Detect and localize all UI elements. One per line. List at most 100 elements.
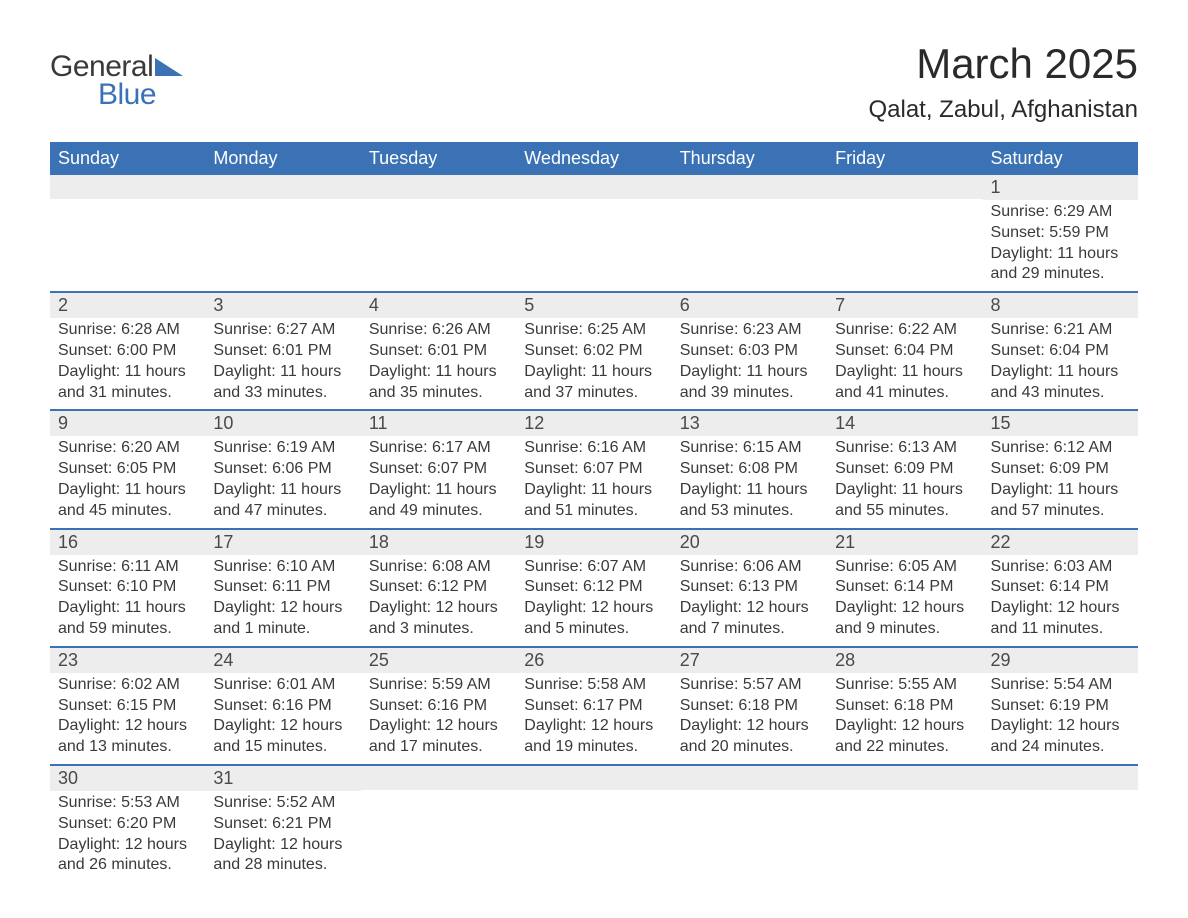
day-number: 20: [672, 530, 827, 555]
daylight-line: Daylight: 12 hours and 22 minutes.: [835, 716, 974, 758]
calendar-day-cell: 7Sunrise: 6:22 AMSunset: 6:04 PMDaylight…: [827, 293, 982, 409]
calendar-day-cell: 29Sunrise: 5:54 AMSunset: 6:19 PMDayligh…: [983, 648, 1138, 764]
daylight-line: Daylight: 11 hours and 31 minutes.: [58, 362, 197, 404]
sunrise-line: Sunrise: 6:07 AM: [524, 557, 663, 578]
day-number: 14: [827, 411, 982, 436]
calendar-day-cell: [205, 175, 360, 291]
day-content: [50, 199, 205, 279]
calendar-header-cell: Friday: [827, 142, 982, 175]
daylight-line: Daylight: 12 hours and 20 minutes.: [680, 716, 819, 758]
calendar: SundayMondayTuesdayWednesdayThursdayFrid…: [50, 142, 1138, 882]
day-content: [516, 199, 671, 279]
sunrise-line: Sunrise: 6:12 AM: [991, 438, 1130, 459]
calendar-day-cell: 12Sunrise: 6:16 AMSunset: 6:07 PMDayligh…: [516, 411, 671, 527]
calendar-day-cell: [827, 175, 982, 291]
day-number: [516, 175, 671, 199]
day-content: Sunrise: 6:08 AMSunset: 6:12 PMDaylight:…: [361, 555, 516, 646]
sunrise-line: Sunrise: 6:10 AM: [213, 557, 352, 578]
sunset-line: Sunset: 6:07 PM: [524, 459, 663, 480]
day-content: Sunrise: 5:52 AMSunset: 6:21 PMDaylight:…: [205, 791, 360, 882]
calendar-day-cell: 27Sunrise: 5:57 AMSunset: 6:18 PMDayligh…: [672, 648, 827, 764]
day-number: 12: [516, 411, 671, 436]
day-number: 31: [205, 766, 360, 791]
sunrise-line: Sunrise: 6:27 AM: [213, 320, 352, 341]
calendar-day-cell: 10Sunrise: 6:19 AMSunset: 6:06 PMDayligh…: [205, 411, 360, 527]
title-block: March 2025 Qalat, Zabul, Afghanistan: [868, 40, 1138, 124]
calendar-day-cell: 20Sunrise: 6:06 AMSunset: 6:13 PMDayligh…: [672, 530, 827, 646]
calendar-day-cell: 8Sunrise: 6:21 AMSunset: 6:04 PMDaylight…: [983, 293, 1138, 409]
day-content: [361, 790, 516, 870]
day-content: [672, 199, 827, 279]
sunset-line: Sunset: 6:16 PM: [369, 696, 508, 717]
sunset-line: Sunset: 6:03 PM: [680, 341, 819, 362]
calendar-day-cell: 25Sunrise: 5:59 AMSunset: 6:16 PMDayligh…: [361, 648, 516, 764]
day-number: [672, 175, 827, 199]
day-number: 1: [983, 175, 1138, 200]
day-content: Sunrise: 5:58 AMSunset: 6:17 PMDaylight:…: [516, 673, 671, 764]
calendar-week-row: 9Sunrise: 6:20 AMSunset: 6:05 PMDaylight…: [50, 409, 1138, 527]
sunset-line: Sunset: 6:00 PM: [58, 341, 197, 362]
sunset-line: Sunset: 6:19 PM: [991, 696, 1130, 717]
sunset-line: Sunset: 6:13 PM: [680, 577, 819, 598]
calendar-day-cell: 16Sunrise: 6:11 AMSunset: 6:10 PMDayligh…: [50, 530, 205, 646]
daylight-line: Daylight: 12 hours and 3 minutes.: [369, 598, 508, 640]
day-number: [827, 175, 982, 199]
daylight-line: Daylight: 12 hours and 5 minutes.: [524, 598, 663, 640]
day-content: Sunrise: 6:29 AMSunset: 5:59 PMDaylight:…: [983, 200, 1138, 291]
day-number: 5: [516, 293, 671, 318]
day-content: Sunrise: 6:16 AMSunset: 6:07 PMDaylight:…: [516, 436, 671, 527]
sunrise-line: Sunrise: 6:28 AM: [58, 320, 197, 341]
day-content: Sunrise: 6:12 AMSunset: 6:09 PMDaylight:…: [983, 436, 1138, 527]
sunrise-line: Sunrise: 5:59 AM: [369, 675, 508, 696]
day-number: 9: [50, 411, 205, 436]
day-content: Sunrise: 5:55 AMSunset: 6:18 PMDaylight:…: [827, 673, 982, 764]
sunrise-line: Sunrise: 6:02 AM: [58, 675, 197, 696]
sunset-line: Sunset: 6:10 PM: [58, 577, 197, 598]
day-number: 26: [516, 648, 671, 673]
daylight-line: Daylight: 12 hours and 28 minutes.: [213, 835, 352, 877]
calendar-day-cell: 23Sunrise: 6:02 AMSunset: 6:15 PMDayligh…: [50, 648, 205, 764]
day-number: 17: [205, 530, 360, 555]
sunrise-line: Sunrise: 5:58 AM: [524, 675, 663, 696]
calendar-day-cell: 26Sunrise: 5:58 AMSunset: 6:17 PMDayligh…: [516, 648, 671, 764]
daylight-line: Daylight: 12 hours and 1 minute.: [213, 598, 352, 640]
day-content: Sunrise: 6:17 AMSunset: 6:07 PMDaylight:…: [361, 436, 516, 527]
sunrise-line: Sunrise: 5:53 AM: [58, 793, 197, 814]
day-content: Sunrise: 6:21 AMSunset: 6:04 PMDaylight:…: [983, 318, 1138, 409]
calendar-day-cell: 24Sunrise: 6:01 AMSunset: 6:16 PMDayligh…: [205, 648, 360, 764]
day-number: 28: [827, 648, 982, 673]
daylight-line: Daylight: 11 hours and 29 minutes.: [991, 244, 1130, 286]
day-number: 4: [361, 293, 516, 318]
day-content: Sunrise: 6:11 AMSunset: 6:10 PMDaylight:…: [50, 555, 205, 646]
sunset-line: Sunset: 6:09 PM: [991, 459, 1130, 480]
month-title: March 2025: [868, 40, 1138, 88]
sunset-line: Sunset: 6:01 PM: [213, 341, 352, 362]
sunset-line: Sunset: 6:20 PM: [58, 814, 197, 835]
sunrise-line: Sunrise: 5:55 AM: [835, 675, 974, 696]
sunset-line: Sunset: 6:01 PM: [369, 341, 508, 362]
calendar-day-cell: 6Sunrise: 6:23 AMSunset: 6:03 PMDaylight…: [672, 293, 827, 409]
calendar-day-cell: 1Sunrise: 6:29 AMSunset: 5:59 PMDaylight…: [983, 175, 1138, 291]
calendar-day-cell: 5Sunrise: 6:25 AMSunset: 6:02 PMDaylight…: [516, 293, 671, 409]
sunset-line: Sunset: 6:15 PM: [58, 696, 197, 717]
day-content: Sunrise: 6:20 AMSunset: 6:05 PMDaylight:…: [50, 436, 205, 527]
day-content: Sunrise: 6:13 AMSunset: 6:09 PMDaylight:…: [827, 436, 982, 527]
day-number: 29: [983, 648, 1138, 673]
sunrise-line: Sunrise: 6:26 AM: [369, 320, 508, 341]
day-number: [672, 766, 827, 790]
sunset-line: Sunset: 6:14 PM: [991, 577, 1130, 598]
day-number: 22: [983, 530, 1138, 555]
sunrise-line: Sunrise: 6:05 AM: [835, 557, 974, 578]
day-content: Sunrise: 6:05 AMSunset: 6:14 PMDaylight:…: [827, 555, 982, 646]
daylight-line: Daylight: 11 hours and 41 minutes.: [835, 362, 974, 404]
daylight-line: Daylight: 11 hours and 55 minutes.: [835, 480, 974, 522]
calendar-header-cell: Tuesday: [361, 142, 516, 175]
day-number: 3: [205, 293, 360, 318]
day-content: [516, 790, 671, 870]
day-content: Sunrise: 6:06 AMSunset: 6:13 PMDaylight:…: [672, 555, 827, 646]
daylight-line: Daylight: 11 hours and 51 minutes.: [524, 480, 663, 522]
day-number: 24: [205, 648, 360, 673]
day-number: 25: [361, 648, 516, 673]
sunrise-line: Sunrise: 6:19 AM: [213, 438, 352, 459]
sunrise-line: Sunrise: 5:54 AM: [991, 675, 1130, 696]
